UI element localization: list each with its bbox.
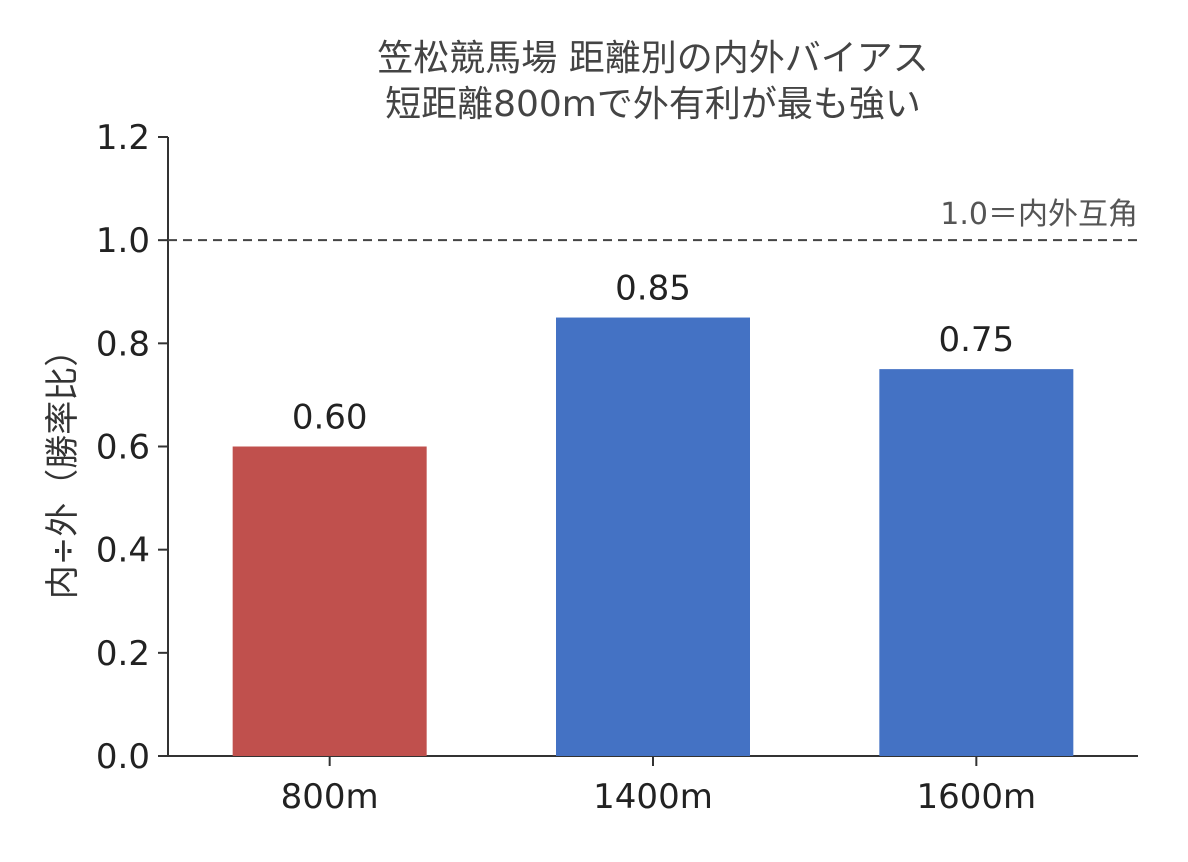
bar-value-label: 0.85 [615, 269, 691, 309]
bar-1600m [879, 369, 1074, 756]
x-tick-label: 800m [281, 777, 379, 817]
reference-line-label: 1.0＝内外互角 [940, 197, 1138, 232]
bar-800m [232, 446, 427, 756]
chart-title-line-2: 短距離800mで外有利が最も強い [385, 84, 921, 125]
plot-area: 0.0 0.2 0.4 0.6 0.8 1.0 1.2 0.60 800m 0.85 1400m 0.… [96, 118, 1138, 817]
bar-value-label: 0.60 [292, 398, 368, 438]
chart-title: 笠松競馬場 距離別の内外バイアス 短距離800mで外有利が最も強い [377, 38, 928, 125]
x-tick-label: 1600m [917, 777, 1037, 817]
y-tick-label: 0.8 [96, 324, 150, 364]
chart-title-line-1: 笠松競馬場 距離別の内外バイアス [377, 38, 928, 79]
bar-1400m [556, 317, 750, 756]
y-tick-label: 0.0 [96, 737, 150, 777]
bar-value-label: 0.75 [938, 320, 1014, 360]
x-tick-label: 1400m [593, 777, 713, 817]
y-tick-label: 1.0 [96, 221, 150, 261]
y-tick-label: 0.6 [96, 428, 150, 468]
y-tick-label: 0.2 [96, 634, 150, 674]
y-axis-title: 内÷外（勝率比） [43, 333, 83, 600]
y-tick-label: 0.4 [96, 531, 150, 571]
y-tick-label: 1.2 [96, 118, 150, 158]
